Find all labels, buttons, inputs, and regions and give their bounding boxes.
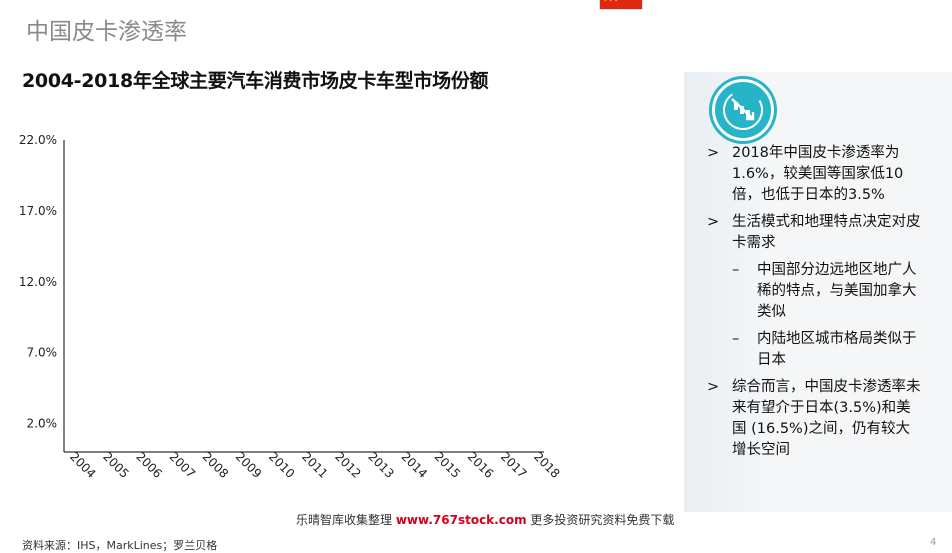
x-tick-label: 2008 [200,449,231,480]
watermark: 乐晴智库收集整理 www.767stock.com 更多投资研究资料免费下载 [296,511,674,528]
bullet-text: 综合而言，中国皮卡渗透率未来有望介于日本(3.5%)和美国 (16.5%)之间，… [732,379,921,458]
x-tick-label: 2014 [399,449,430,480]
bullet-marker: > [707,145,720,161]
chart-down-icon [712,79,774,141]
x-tick-label: 2018 [531,449,562,480]
x-tick-label: 2005 [100,449,131,480]
watermark-suffix: 更多投资研究资料免费下载 [530,513,675,527]
bullet-text: 生活模式和地理特点决定对皮卡需求 [732,214,921,251]
chart-labels: 19.4%17.4%16.5%3.5%1.6% [552,0,601,4]
y-tick-label: 7.0% [27,346,58,360]
bullet-marker: > [707,379,720,395]
x-tick-label: 2013 [365,449,396,480]
insight-bullet: – 内陆地区城市格局类似于日本 [707,329,921,371]
x-tick-label: 2007 [167,449,198,480]
x-tick-label: 2016 [465,449,496,480]
x-tick-label: 2017 [498,449,529,480]
insight-bullet: > 生活模式和地理特点决定对皮卡需求 [707,212,921,254]
bullet-marker: – [732,262,740,278]
x-tick-label: 2010 [266,449,297,480]
bullet-marker: > [707,214,720,230]
page-title: 中国皮卡渗透率 [26,19,187,45]
insight-panel [684,72,952,512]
bullet-marker: – [732,331,740,347]
chart-axes: 22.0%17.0%12.0%7.0%2.0%2004 2005 2006 2007 2… [19,133,563,481]
chart-flags [599,0,643,10]
source-note: 资料来源：IHS，MarkLines；罗兰贝格 [22,539,218,552]
japan-end-label: 3.5% [552,0,591,4]
x-tick-label: 2012 [332,449,363,480]
bullet-text: 中国部分边远地区地广人稀的特点，与美国加拿大类似 [757,262,917,320]
china-end-label: 1.6% [552,0,591,4]
page-number: 4 [930,537,937,548]
bullet-text: 2018年中国皮卡渗透率为1.6%，较美国等国家低10倍，也低于日本的3.5% [732,145,904,203]
y-tick-label: 22.0% [19,133,57,147]
line-chart: 22.0%17.0%12.0%7.0%2.0%2004 2005 2006 2007 2… [19,0,643,481]
insight-bullet: > 综合而言，中国皮卡渗透率未来有望介于日本(3.5%)和美国 (16.5%)之间… [707,377,921,461]
x-tick-label: 2004 [67,449,98,480]
chart-title: 2004-2018年全球主要汽车消费市场皮卡车型市场份额 [22,70,489,92]
insight-bullet: >2018年中国皮卡渗透率为1.6%，较美国等国家低10倍，也低于日本的3.5% [707,143,921,206]
y-tick-label: 2.0% [27,417,58,431]
insight-bullets: >2018年中国皮卡渗透率为1.6%，较美国等国家低10倍，也低于日本的3.5%… [707,143,921,467]
watermark-prefix: 乐晴智库收集整理 [296,513,393,527]
y-tick-label: 12.0% [19,275,57,289]
x-tick-label: 2009 [233,449,264,480]
watermark-url[interactable]: www.767stock.com [395,513,527,527]
y-tick-label: 17.0% [19,204,57,218]
insight-bullet: – 中国部分边远地区地广人稀的特点，与美国加拿大类似 [707,260,921,323]
bullet-text: 内陆地区城市格局类似于日本 [757,331,917,368]
canada-end-label: 19.4% [552,0,596,4]
x-tick-label: 2011 [299,449,330,480]
x-tick-label: 2015 [432,449,463,480]
china-flag [600,0,642,9]
australia-end-label: 17.4% [552,0,596,4]
x-tick-label: 2006 [133,449,164,480]
usa-end-label: 16.5% [552,0,601,4]
